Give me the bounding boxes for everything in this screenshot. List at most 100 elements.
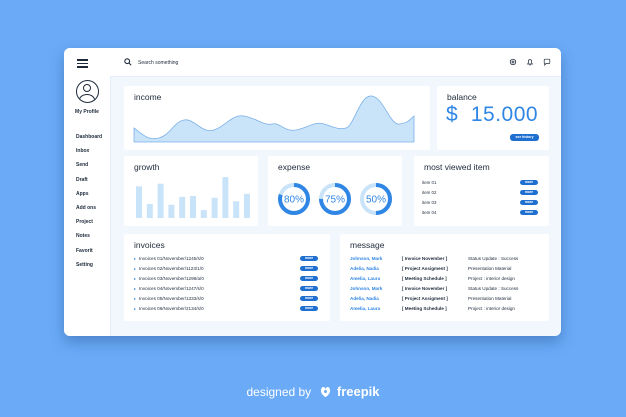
message-category: [ Invoice November ] [402,256,448,261]
expense-card: expense 80% 75% 50% [268,156,402,226]
message-note: Project : interior design [468,276,515,281]
invoice-label[interactable]: Invoices 06/November/2134/s/0 [139,306,204,311]
avatar[interactable] [76,80,99,103]
more-button[interactable]: more [520,200,538,205]
message-sender[interactable]: Amelia, Laura [350,276,381,281]
growth-bar [146,203,153,218]
bullet-icon: ▸ [134,296,137,301]
message-category: [ Meeting Schedule ] [402,306,447,311]
invoice-label[interactable]: Invoices 05/November/1333/s/0 [139,296,204,301]
message-sender[interactable]: Adelia, Nadia [350,296,379,301]
balance-title: balance [447,92,477,102]
gauge-label: 80% [284,195,304,206]
balance-amount: $ 15.000 [446,103,538,127]
message-category: [ Project Assigment ] [402,296,448,301]
more-button[interactable]: more [300,306,318,311]
more-button[interactable]: more [300,266,318,271]
table-row: ▸ Invoices 01/November/1245/s/0 [134,256,204,261]
message-note: Presentation Material [468,266,512,271]
most-viewed-title: most viewed item [424,162,490,172]
invoice-label[interactable]: Invoices 01/November/1245/s/0 [139,256,204,261]
income-title: income [134,92,162,102]
invoice-label[interactable]: Invoices 04/November/1247/s/0 [139,286,204,291]
message-note: Project : interior design [468,306,515,311]
income-card: income [124,86,430,150]
growth-bar [190,196,196,218]
sidebar-item-notes[interactable]: Notes [76,233,90,240]
message-sender[interactable]: Adelia, Nadia [350,266,379,271]
message-sender[interactable]: Johnson, Mark [350,256,383,261]
chat-icon[interactable] [543,58,551,66]
more-button[interactable]: more [300,296,318,301]
dashboard-window: My Profile Dashboard Inbox Send Draft Ap… [64,48,561,336]
bullet-icon: ▸ [134,306,137,311]
profile-label[interactable]: My Profile [75,109,99,115]
see-history-button[interactable]: see history [510,134,539,141]
gauge-label: 75% [325,195,345,206]
message-note: Presentation Material [468,296,512,301]
invoice-label[interactable]: Invoices 02/November/1123/1/0 [139,266,204,271]
growth-bar [244,193,250,218]
table-row: ▸ Invoices 06/November/2134/s/0 [134,306,204,311]
message-category: [ Invoice November ] [402,286,448,291]
more-button[interactable]: more [520,180,538,185]
message-sender[interactable]: Johnson, Mark [350,286,383,291]
sidebar-item-favorit[interactable]: Favorit [76,247,93,254]
more-button[interactable]: more [520,190,538,195]
attribution: designed by freepik [0,384,626,399]
growth-bar [136,186,142,218]
message-note: Status Update : Success [468,256,519,261]
table-row: ▸ Invoices 03/November/1298/a/0 [134,276,204,281]
growth-bar [200,210,207,218]
bullet-icon: ▸ [134,286,137,291]
message-title: message [350,240,385,250]
gauge-arc [360,183,392,215]
menu-icon[interactable] [77,59,88,68]
currency-symbol: $ [446,103,459,126]
sidebar-item-dashboard[interactable]: Dashboard [76,134,103,140]
attribution-prefix: designed by [246,385,312,399]
growth-bar [179,196,186,218]
more-button[interactable]: more [300,286,318,291]
sidebar: My Profile Dashboard Inbox Send Draft Ap… [64,48,111,336]
sidebar-item-apps[interactable]: Apps [76,190,89,197]
sidebar-item-add-ons[interactable]: Add ons [76,204,96,211]
gear-icon[interactable] [509,58,517,66]
gauge-arc [319,183,351,215]
growth-title: growth [134,162,160,172]
gauge-arc [278,183,310,215]
message-card: message Johnson, Mark [ Invoice November… [340,234,549,321]
growth-bar [233,201,240,218]
search-input[interactable]: Search something [138,60,179,66]
expense-gauges: 80% 75% 50% [278,183,392,215]
invoice-label[interactable]: Invoices 03/November/1298/a/0 [139,276,204,281]
balance-card: balance $ 15.000 see history [437,86,549,150]
table-row: ▸ Invoices 02/November/1123/1/0 [134,266,204,271]
table-row: ▸ Invoices 04/November/1247/s/0 [134,286,204,291]
sidebar-item-send[interactable]: Send [76,162,89,169]
sidebar-item-draft[interactable]: Draft [76,176,88,183]
list-item: item 01 [422,180,437,185]
message-sender[interactable]: Amelia, Laura [350,306,381,311]
growth-bar [222,177,229,218]
invoices-card: invoices ▸ Invoices 01/November/1245/s/0 … [124,234,330,321]
more-button[interactable]: more [300,256,318,261]
growth-bar-chart [136,177,250,218]
gauge-label: 50% [366,195,386,206]
growth-card: growth [124,156,258,226]
sidebar-item-setting[interactable]: Setting [76,261,93,268]
balance-value: 15.000 [470,103,539,126]
more-button[interactable]: more [300,276,318,281]
invoices-title: invoices [134,240,165,250]
growth-bar [168,204,175,218]
more-button[interactable]: more [520,210,538,215]
bell-icon[interactable] [526,58,534,66]
message-category: [ Project Assigment ] [402,266,448,271]
search-icon[interactable] [124,58,132,66]
top-bar: Search something [110,48,561,77]
sidebar-item-inbox[interactable]: Inbox [76,148,90,155]
freepik-brand: freepik [336,384,380,399]
list-item: item 03 [422,200,437,205]
list-item: item 02 [422,190,437,195]
sidebar-item-project[interactable]: Project [76,219,93,226]
